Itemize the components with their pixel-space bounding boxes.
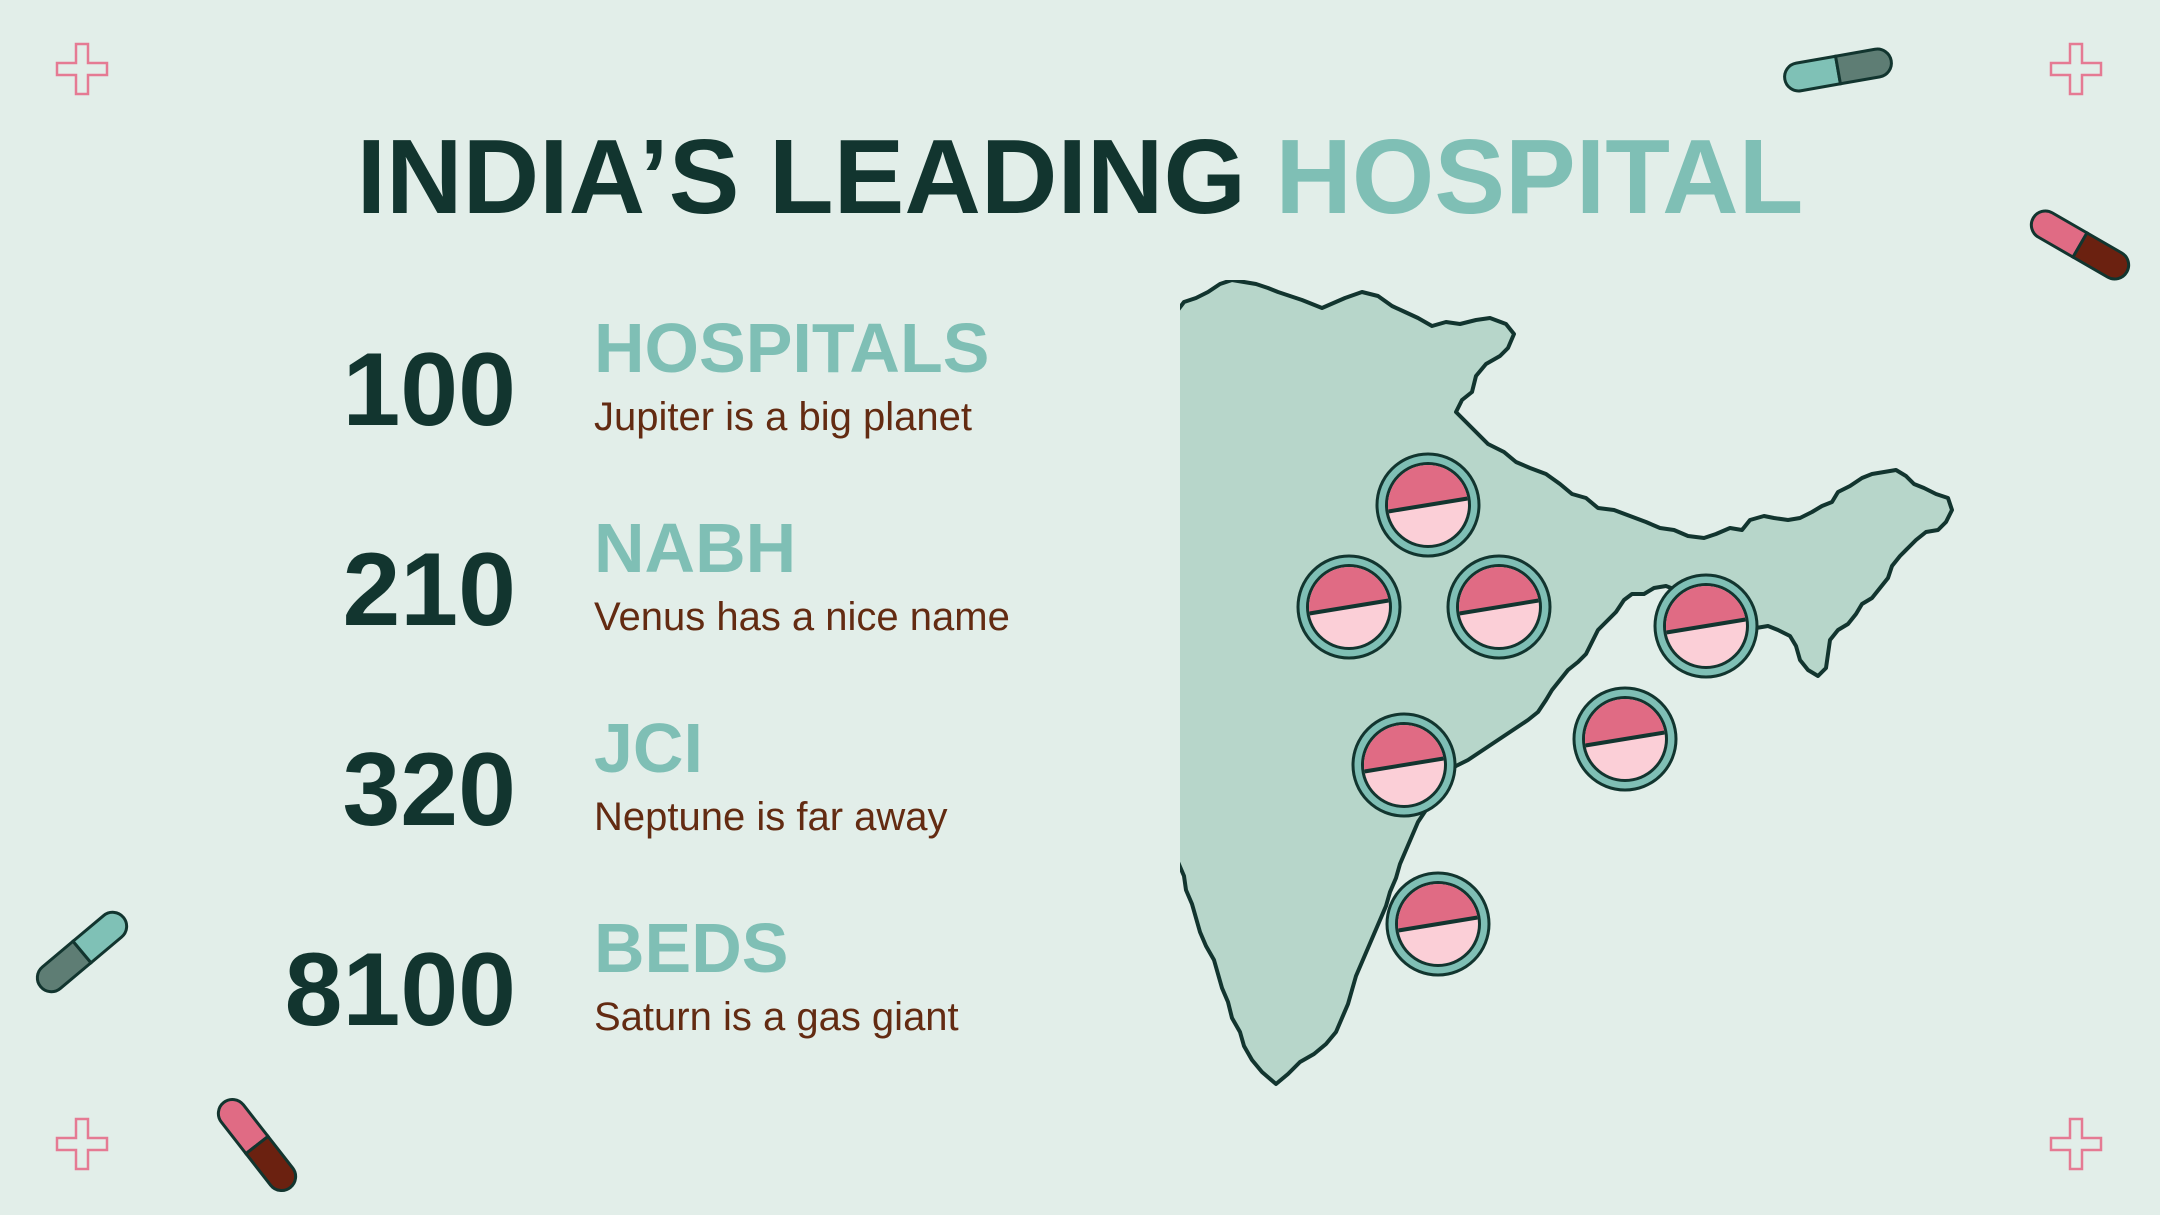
stat-number: 320 bbox=[342, 732, 516, 848]
stat-description: Saturn is a gas giant bbox=[594, 995, 959, 1039]
stat-label: JCI bbox=[594, 709, 703, 787]
stat-description: Venus has a nice name bbox=[594, 595, 1010, 639]
stat-beds: 8100 BEDS Saturn is a gas giant bbox=[0, 909, 1150, 1130]
plus-cross-icon bbox=[55, 1117, 109, 1171]
capsule-icon bbox=[35, 910, 129, 994]
capsule-icon bbox=[1783, 47, 1893, 93]
plus-cross-icon bbox=[55, 42, 109, 96]
india-map bbox=[1180, 280, 1954, 1086]
stat-label: BEDS bbox=[594, 909, 789, 987]
stat-number: 100 bbox=[342, 332, 516, 448]
stat-label: NABH bbox=[594, 509, 797, 587]
capsule-icon bbox=[216, 1098, 298, 1192]
pill-icon bbox=[1385, 871, 1491, 977]
stat-description: Neptune is far away bbox=[594, 795, 948, 839]
stat-number: 210 bbox=[342, 532, 516, 648]
stat-number: 8100 bbox=[284, 932, 516, 1048]
pill-icon bbox=[1653, 573, 1759, 679]
stat-description: Jupiter is a big planet bbox=[594, 395, 973, 439]
page-title: INDIA’S LEADING HOSPITAL bbox=[0, 112, 2160, 242]
title-part-accent: HOSPITAL bbox=[1275, 118, 1804, 236]
stat-jci: 320 JCI Neptune is far away bbox=[0, 709, 1150, 930]
stat-label: HOSPITALS bbox=[594, 309, 990, 387]
stat-nabh: 210 NABH Venus has a nice name bbox=[0, 509, 1150, 730]
title-part-dark: INDIA’S LEADING bbox=[356, 118, 1246, 236]
pill-icon bbox=[1446, 554, 1552, 660]
india-map-outline bbox=[1180, 280, 1954, 1086]
pill-icon bbox=[1351, 712, 1457, 818]
stat-hospitals: 100 HOSPITALS Jupiter is a big planet bbox=[0, 309, 1150, 530]
pill-icon bbox=[1375, 452, 1481, 558]
pill-icon bbox=[1296, 554, 1402, 660]
plus-cross-icon bbox=[2049, 1117, 2103, 1171]
capsule-icon bbox=[2029, 209, 2131, 281]
pill-icon bbox=[1572, 686, 1678, 792]
plus-cross-icon bbox=[2049, 42, 2103, 96]
